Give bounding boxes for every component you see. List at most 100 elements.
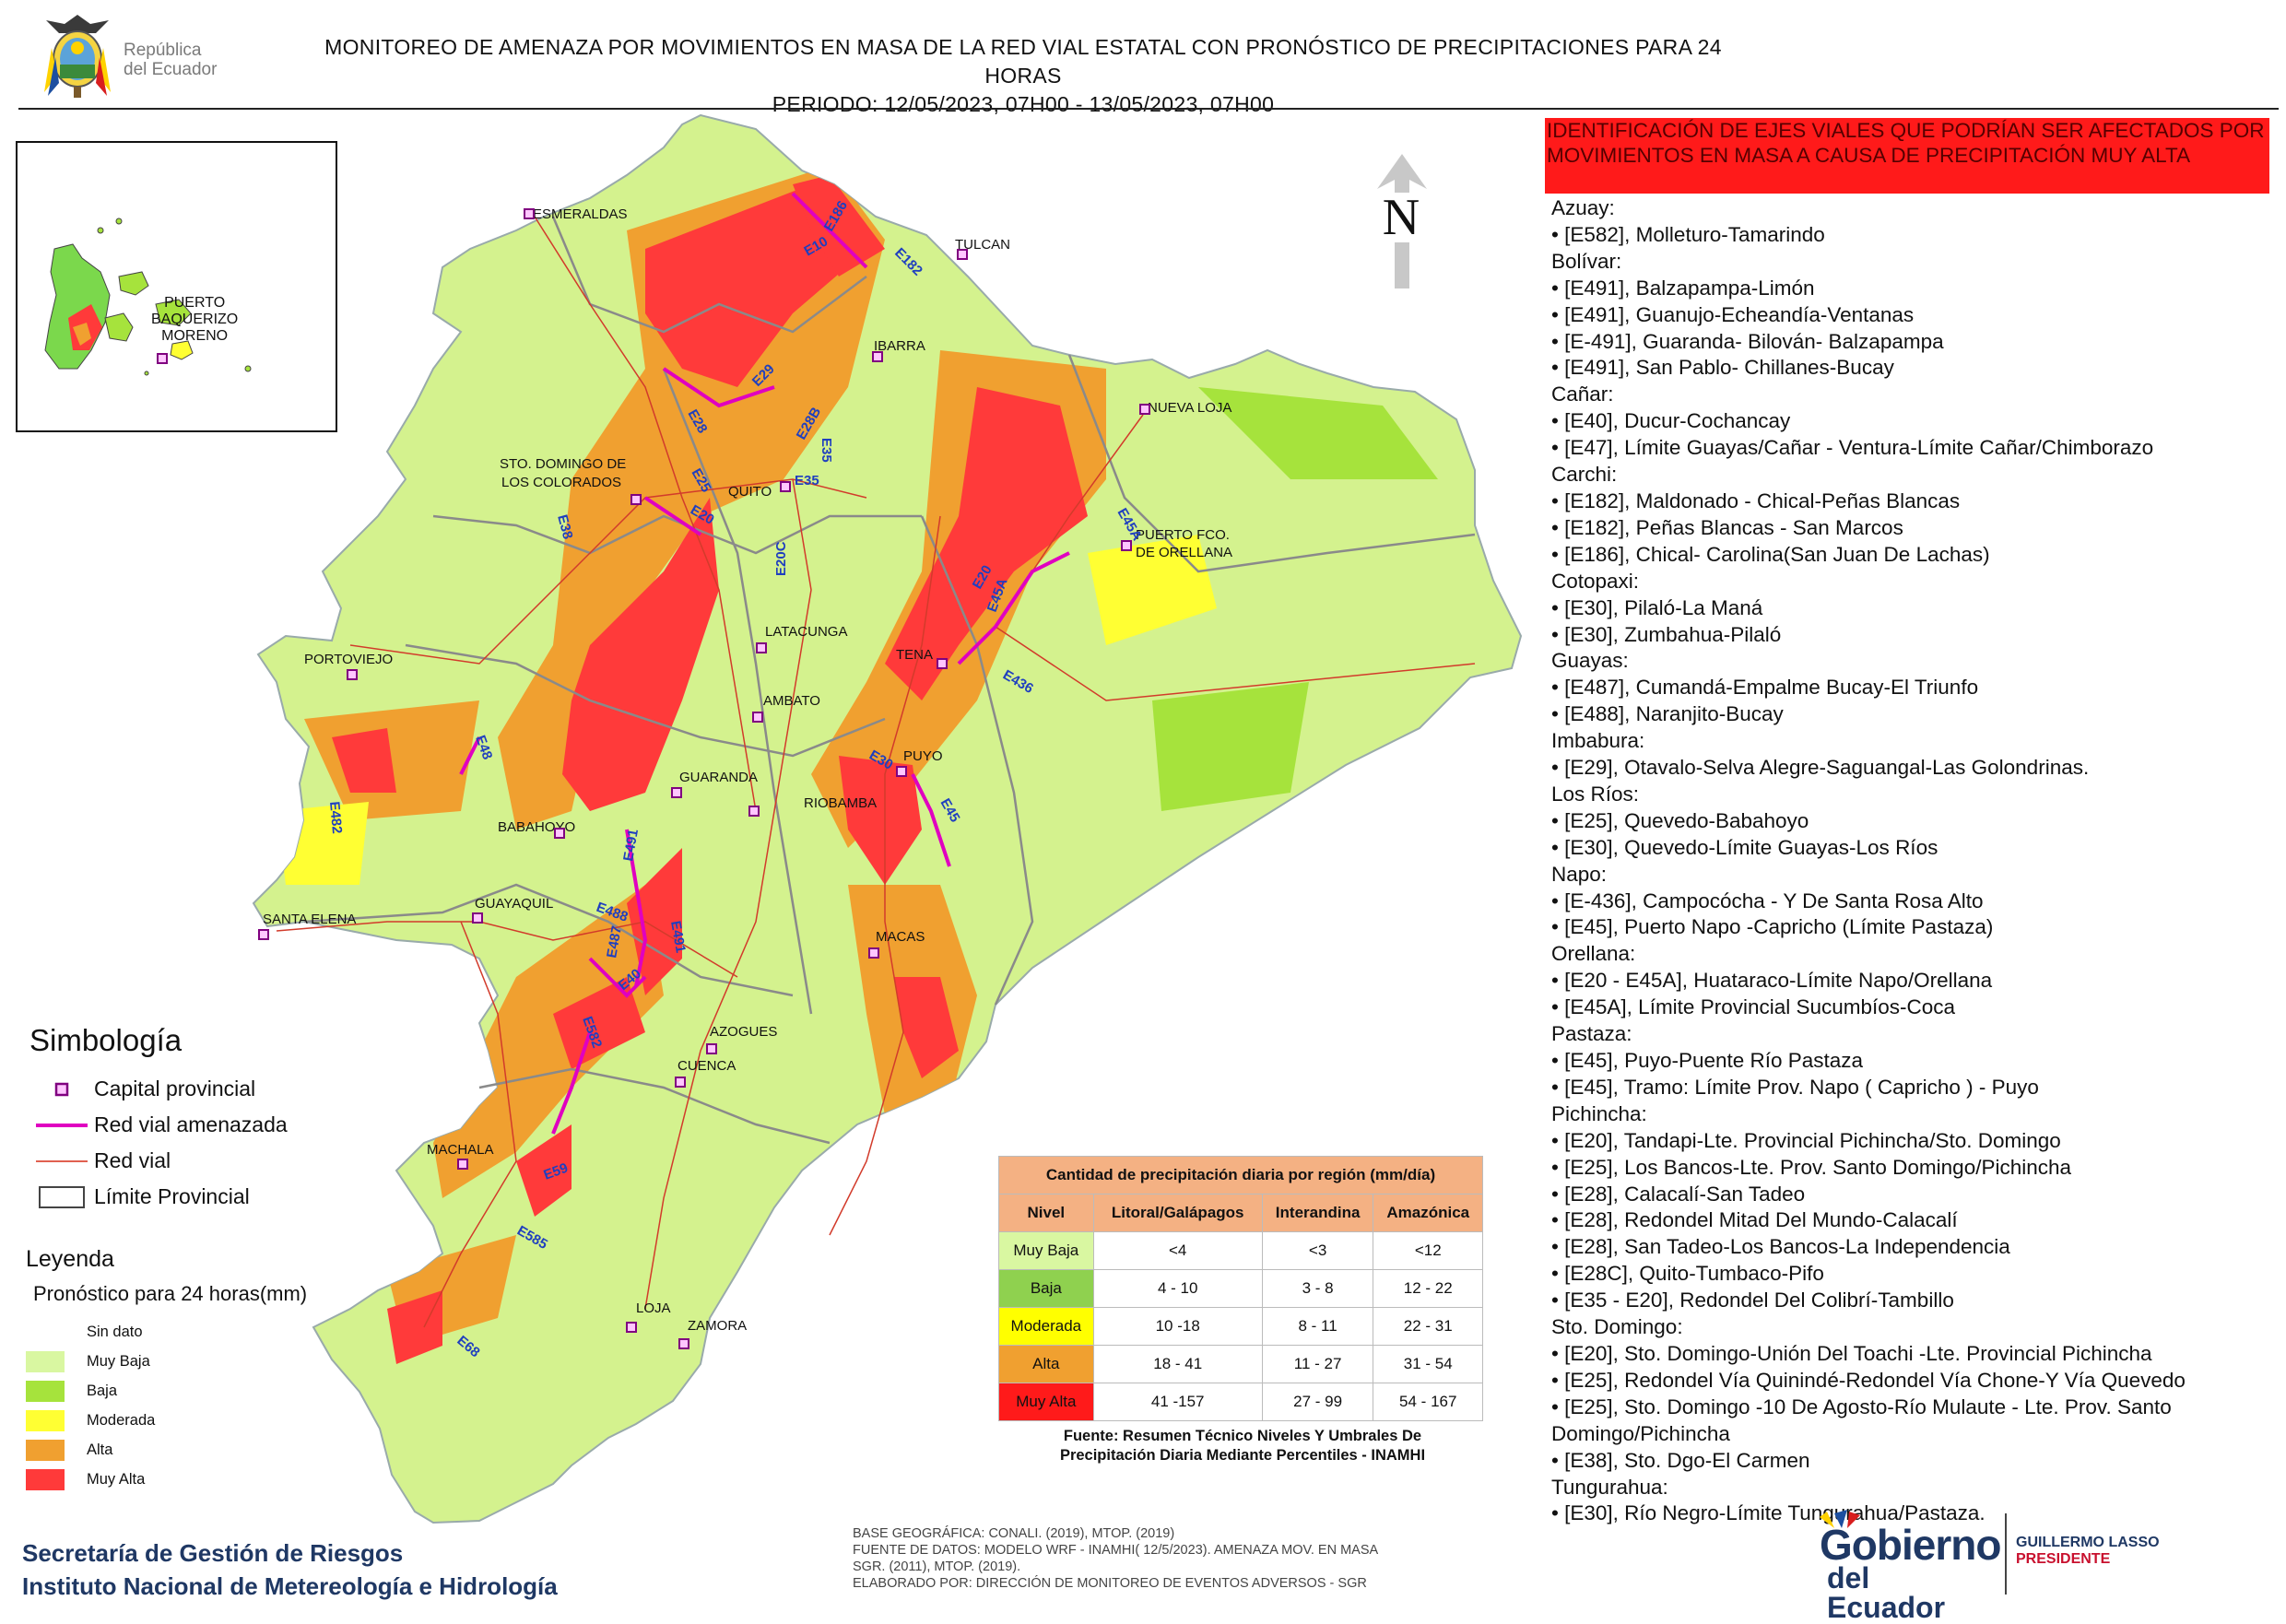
capital-marker-icon — [678, 1338, 689, 1349]
provincial-boundary — [551, 216, 867, 334]
provincial-boundary — [405, 643, 886, 758]
zone-muy-alta — [516, 1124, 572, 1217]
capital-marker-icon — [706, 1043, 717, 1054]
province-heading: Pichincha: — [1551, 1101, 1647, 1125]
road-code-label: E35 — [795, 473, 819, 488]
city-label: ESMERALDAS — [533, 206, 628, 222]
legend-swatch — [26, 1321, 65, 1343]
city-label: GUAYAQUIL — [475, 896, 553, 912]
legend-swatch — [26, 1350, 65, 1372]
road-code-label: E482 — [326, 801, 345, 834]
table-header-litoral: Litoral/Galápagos — [1092, 1194, 1263, 1232]
legend-item: Muy Baja — [26, 1347, 413, 1376]
legend-subtitle: Pronóstico para 24 horas(mm) — [33, 1282, 308, 1305]
legend-label: Sin dato — [87, 1323, 143, 1340]
affected-road-item: • [E30], Zumbahua-Pilaló — [1551, 622, 1782, 646]
road-line — [276, 921, 738, 978]
zone-alta — [433, 885, 664, 1198]
affected-road-item: • [E38], Sto. Dgo-El Carmen — [1551, 1448, 1810, 1472]
table-cell-nivel: Muy Baja — [998, 1231, 1094, 1270]
data-sources-note: BASE GEOGRÁFICA: CONALI. (2019), MTOP. (… — [853, 1526, 1379, 1591]
affected-road-item: • [E25], Los Bancos-Lte. Prov. Santo Dom… — [1551, 1155, 2072, 1179]
affected-road-item: • [E491], San Pablo- Chillanes-Bucay — [1551, 356, 1894, 380]
capital-marker-icon — [630, 494, 642, 505]
table-cell-interandina: 27 - 99 — [1261, 1383, 1374, 1421]
table-header-amazonica: Amazónica — [1373, 1194, 1483, 1232]
threat-road-line — [551, 1031, 592, 1135]
identification-title: IDENTIFICACIÓN DE EJES VIALES QUE PODRÍA… — [1547, 119, 2265, 167]
road-code-label: E35 — [819, 438, 834, 463]
table-row: Moderada 10 -18 8 - 11 22 - 31 — [998, 1307, 1483, 1346]
table-source-caption: Fuente: Resumen Técnico Niveles Y Umbral… — [1059, 1428, 1426, 1464]
capital-marker-icon — [896, 766, 907, 777]
threat-road-line — [625, 829, 648, 987]
map-title: MONITOREO DE AMENAZA POR MOVIMIENTOS EN … — [324, 35, 1722, 116]
affected-road-item: • [E40], Ducur-Cochancay — [1551, 409, 1791, 433]
threat-road-line — [459, 736, 481, 775]
table-cell-nivel: Alta — [998, 1345, 1094, 1383]
affected-road-item: • [E-436], Campocócha - Y De Santa Rosa … — [1551, 888, 1984, 912]
city-label: PUERTO FCO. — [1136, 527, 1230, 543]
table-cell-litoral: 18 - 41 — [1092, 1345, 1263, 1383]
legend-swatch — [26, 1468, 65, 1490]
zone-muy-alta — [332, 728, 396, 793]
table-cell-litoral: <4 — [1092, 1231, 1263, 1270]
province-heading: Sto. Domingo: — [1551, 1315, 1683, 1339]
affected-road-item: • [E45A], Límite Provincial Sucumbíos-Co… — [1551, 995, 1956, 1019]
province-heading: Bolívar: — [1551, 249, 1622, 273]
province-heading: Pastaza: — [1551, 1022, 1632, 1046]
logo-separator — [2005, 1513, 2007, 1595]
table-row: Muy Alta 41 -157 27 - 99 54 - 167 — [998, 1383, 1483, 1421]
institution-names: Secretaría de Gestión de Riesgos Institu… — [22, 1539, 558, 1600]
table-cell-interandina: 3 - 8 — [1261, 1269, 1374, 1308]
table-cell-nivel: Baja — [998, 1269, 1094, 1308]
city-label: STO. DOMINGO DE — [500, 456, 626, 472]
affected-road-item: • [E20], Tandapi-Lte. Provincial Pichinc… — [1551, 1128, 2061, 1152]
table-cell-interandina: <3 — [1261, 1231, 1374, 1270]
provincial-boundary — [1067, 354, 1476, 573]
affected-road-item: • [E28], Redondel Mitad Del Mundo-Calaca… — [1551, 1208, 1958, 1232]
zone-muy-alta — [793, 175, 885, 277]
ecuador-precipitation-map: ESMERALDAS TULCAN IBARRA NUEVA LOJA STO. DOM… — [253, 114, 1522, 1524]
road-line-icon — [29, 1157, 94, 1166]
north-arrow-icon: N — [1372, 152, 1432, 290]
affected-road-item: • [E25], Quevedo-Babahoyo — [1551, 808, 1809, 832]
province-heading: Carchi: — [1551, 463, 1618, 487]
road-code-label: E20C — [773, 541, 789, 576]
city-label: RIOBAMBA — [804, 795, 877, 811]
legend-label: Muy Baja — [87, 1352, 150, 1370]
capital-marker-icon — [671, 787, 682, 798]
capital-marker-icon — [554, 828, 565, 839]
threat-road-line — [643, 496, 702, 536]
threat-road-line — [957, 551, 1070, 665]
affected-roads-list: Azuay: • [E582], Molleturo-Tamarindo Bolív… — [1551, 195, 2280, 1527]
capital-marker-icon — [675, 1077, 686, 1088]
table-cell-nivel: Muy Alta — [998, 1383, 1094, 1421]
zone-muy-alta — [839, 756, 922, 885]
capital-marker-icon — [457, 1159, 468, 1170]
zone-muy-alta — [387, 1290, 442, 1364]
affected-road-item: • [E20], Sto. Domingo-Unión Del Toachi -… — [1551, 1341, 2152, 1365]
affected-road-item: • [E45], Tramo: Límite Prov. Napo ( Capr… — [1551, 1075, 2039, 1099]
legend-item: Baja — [26, 1376, 413, 1406]
legend-label: Baja — [87, 1382, 118, 1399]
province-heading: Azuay: — [1551, 196, 1615, 219]
table-cell-amazonica: <12 — [1373, 1231, 1483, 1270]
legend-label: Moderada — [87, 1411, 156, 1429]
affected-road-item: • [E20 - E45A], Huataraco-Límite Napo/Or… — [1551, 969, 1993, 993]
affected-road-item: • [E491], Guanujo-Echeandía-Ventanas — [1551, 302, 1915, 326]
city-label: MACHALA — [427, 1142, 494, 1158]
city-label: IBARRA — [874, 338, 925, 354]
symbology-item-capital: Capital provincial — [29, 1071, 361, 1107]
province-heading: Orellana: — [1551, 942, 1636, 966]
table-row: Muy Baja <4 <3 <12 — [998, 1231, 1483, 1270]
city-label: DE ORELLANA — [1136, 545, 1232, 560]
provincial-boundary — [662, 368, 813, 1015]
threat-road-line — [588, 957, 647, 998]
zone-baja — [1198, 387, 1438, 479]
affected-road-item: • [E25], Redondel Vía Quinindé-Redondel … — [1551, 1368, 2186, 1392]
table-cell-interandina: 8 - 11 — [1261, 1307, 1374, 1346]
legend-swatch — [26, 1439, 65, 1461]
road-line — [829, 515, 941, 1236]
city-label: LOS COLORADOS — [501, 475, 621, 490]
